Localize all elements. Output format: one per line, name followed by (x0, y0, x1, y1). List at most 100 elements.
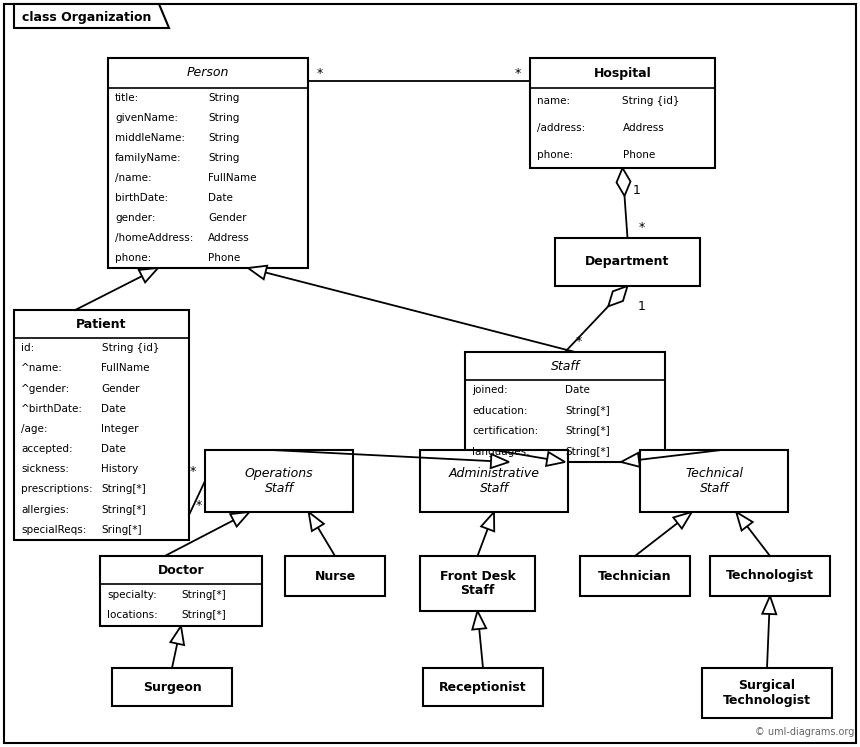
Bar (14, 310, 189, 540)
Text: Hospital: Hospital (593, 66, 651, 79)
Text: givenName:: givenName: (115, 113, 178, 123)
Text: Technologist: Technologist (726, 569, 814, 583)
Text: Address: Address (623, 123, 664, 133)
Text: String[*]: String[*] (181, 589, 225, 600)
Text: Operations
Staff: Operations Staff (245, 467, 313, 495)
Text: History: History (101, 465, 138, 474)
Text: Technical
Staff: Technical Staff (685, 467, 743, 495)
Text: Nurse: Nurse (315, 569, 356, 583)
Text: 1: 1 (637, 300, 646, 312)
Text: String[*]: String[*] (565, 447, 610, 456)
Text: accepted:: accepted: (21, 444, 72, 454)
Polygon shape (491, 454, 509, 468)
Text: *: * (316, 66, 323, 79)
Text: *: * (196, 498, 202, 512)
Text: gender:: gender: (115, 213, 156, 223)
Polygon shape (736, 512, 752, 530)
Text: name:: name: (537, 96, 570, 106)
Text: String: String (208, 113, 239, 123)
Text: Phone: Phone (623, 149, 654, 160)
Text: ^name:: ^name: (21, 363, 63, 374)
Text: languages:: languages: (472, 447, 530, 456)
Bar (205, 450, 353, 512)
Text: *: * (190, 465, 196, 477)
Text: Department: Department (586, 255, 670, 268)
Text: *: * (576, 335, 582, 349)
Bar (420, 556, 535, 611)
Text: certification:: certification: (472, 427, 538, 436)
Bar (423, 668, 543, 706)
Text: phone:: phone: (537, 149, 574, 160)
Text: Administrative
Staff: Administrative Staff (449, 467, 539, 495)
Text: specialReqs:: specialReqs: (21, 525, 86, 535)
Text: education:: education: (472, 406, 527, 416)
Text: title:: title: (115, 93, 139, 103)
Polygon shape (762, 596, 777, 614)
Text: String: String (208, 153, 239, 163)
Polygon shape (617, 168, 630, 196)
Text: 1: 1 (633, 184, 641, 196)
Bar (555, 238, 700, 286)
Text: String[*]: String[*] (565, 406, 610, 416)
Polygon shape (472, 611, 486, 630)
Bar (580, 556, 690, 596)
Polygon shape (170, 626, 184, 645)
Polygon shape (309, 512, 324, 531)
Text: /homeAddress:: /homeAddress: (115, 233, 194, 243)
Text: Date: Date (208, 193, 233, 203)
Text: /name:: /name: (115, 173, 151, 183)
Polygon shape (14, 4, 169, 28)
Text: Address: Address (208, 233, 249, 243)
Text: *: * (638, 222, 645, 235)
Text: String[*]: String[*] (101, 485, 146, 495)
Text: String[*]: String[*] (565, 427, 610, 436)
Text: String {id}: String {id} (101, 343, 159, 353)
Text: *: * (515, 66, 521, 79)
Text: Surgical
Technologist: Surgical Technologist (723, 679, 811, 707)
Text: FullName: FullName (101, 363, 150, 374)
Text: Phone: Phone (208, 253, 240, 263)
Polygon shape (621, 453, 640, 467)
Polygon shape (673, 512, 691, 529)
Text: FullName: FullName (208, 173, 256, 183)
Text: Integer: Integer (101, 424, 139, 434)
Text: Surgeon: Surgeon (143, 681, 201, 693)
Text: String: String (208, 133, 239, 143)
Text: /age:: /age: (21, 424, 47, 434)
Bar (420, 450, 568, 512)
Polygon shape (138, 268, 158, 282)
Text: middleName:: middleName: (115, 133, 185, 143)
Bar (285, 556, 385, 596)
Text: Receptionist: Receptionist (439, 681, 527, 693)
Text: locations:: locations: (107, 610, 157, 621)
Bar (112, 668, 232, 706)
Text: Technician: Technician (599, 569, 672, 583)
Bar (702, 668, 832, 718)
Text: ^gender:: ^gender: (21, 383, 71, 394)
Bar (465, 352, 665, 462)
Text: Date: Date (565, 385, 590, 395)
Polygon shape (608, 286, 628, 306)
Text: Staff: Staff (550, 359, 580, 373)
Text: allergies:: allergies: (21, 505, 69, 515)
Text: specialty:: specialty: (107, 589, 157, 600)
Text: Patient: Patient (77, 317, 126, 330)
Polygon shape (546, 452, 565, 466)
Text: /address:: /address: (537, 123, 586, 133)
Text: Gender: Gender (101, 383, 140, 394)
Bar (100, 556, 262, 626)
Text: © uml-diagrams.org: © uml-diagrams.org (755, 727, 855, 737)
Polygon shape (248, 266, 267, 279)
Text: String[*]: String[*] (101, 505, 146, 515)
Text: ^birthDate:: ^birthDate: (21, 403, 83, 414)
Text: String: String (208, 93, 239, 103)
Polygon shape (230, 512, 249, 527)
Polygon shape (481, 512, 494, 531)
Text: Date: Date (101, 403, 126, 414)
Bar (640, 450, 788, 512)
Text: joined:: joined: (472, 385, 507, 395)
Text: prescriptions:: prescriptions: (21, 485, 93, 495)
Bar (108, 58, 308, 268)
Text: Sring[*]: Sring[*] (101, 525, 142, 535)
Text: Date: Date (101, 444, 126, 454)
